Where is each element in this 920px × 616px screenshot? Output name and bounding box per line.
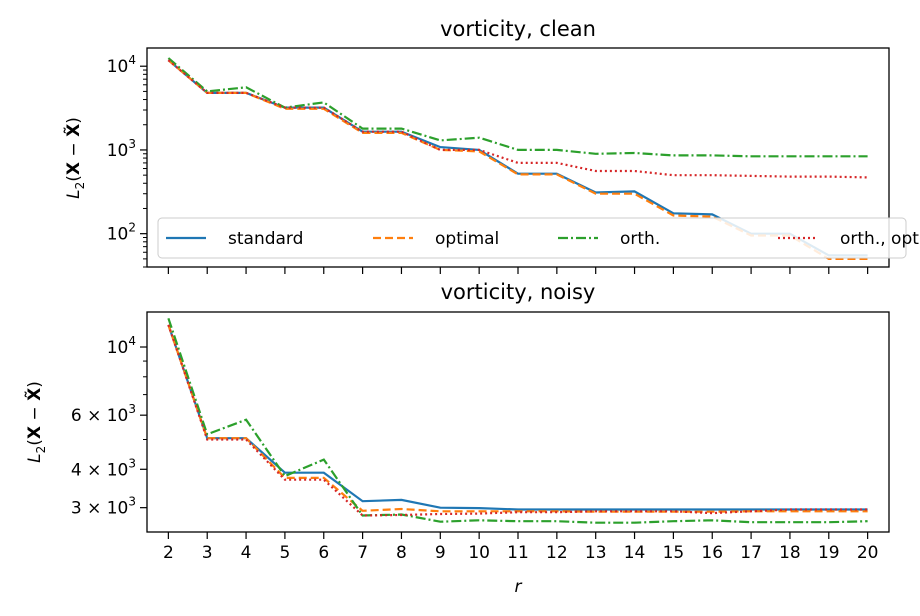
x-tick-label: 5 xyxy=(279,543,290,563)
axes-frame xyxy=(146,47,890,268)
y-tick-label: 6 × 103 xyxy=(71,402,136,426)
legend-box xyxy=(157,217,907,259)
x-tick-label: 13 xyxy=(585,543,607,563)
axes-frame xyxy=(146,311,890,533)
chart-title: vorticity, noisy xyxy=(441,280,596,304)
y-axis-ticks: 102 103 104 xyxy=(107,53,147,268)
x-tick-label: 8 xyxy=(396,543,407,563)
y-tick-label: 4 × 103 xyxy=(71,456,136,480)
x-tick-label: 7 xyxy=(357,543,368,563)
series-line-standard xyxy=(167,324,868,511)
x-axis-ticks: 2 3 4 5 6 7 8 9 10 11 12 13 14 15 16 17 18 19 20 xyxy=(163,532,879,563)
chart-title: vorticity, clean xyxy=(440,17,596,41)
x-tick-label: 6 xyxy=(318,543,329,563)
x-tick-label: 4 xyxy=(241,543,252,563)
y-axis-ticks: 3 × 103 4 × 103 6 × 103 104 xyxy=(71,334,147,519)
x-tick-label: 19 xyxy=(818,543,840,563)
y-tick-label: 103 xyxy=(107,137,136,161)
x-tick-label: 10 xyxy=(468,543,490,563)
series-lines xyxy=(167,317,868,524)
series-line-orth-opt xyxy=(167,59,868,179)
legend-label: orth., opt. xyxy=(840,229,920,249)
y-tick-label: 3 × 103 xyxy=(71,495,136,519)
x-tick-label: 9 xyxy=(435,543,446,563)
series-line-optimal xyxy=(167,324,868,513)
legend-label: orth. xyxy=(620,229,660,249)
series-line-orth xyxy=(167,57,868,158)
x-tick-label: 18 xyxy=(779,543,801,563)
x-axis-ticks xyxy=(167,267,869,274)
x-tick-label: 16 xyxy=(701,543,723,563)
x-tick-label: 17 xyxy=(740,543,762,563)
x-tick-label: 15 xyxy=(663,543,685,563)
legend-label: optimal xyxy=(435,229,499,249)
series-line-orth xyxy=(167,317,868,524)
x-tick-label: 3 xyxy=(202,543,213,563)
y-axis-label: L2(X − X̃) xyxy=(24,381,48,463)
x-tick-label: 14 xyxy=(624,543,646,563)
x-tick-label: 12 xyxy=(546,543,568,563)
x-tick-label: 11 xyxy=(507,543,529,563)
x-axis-label: r xyxy=(515,577,523,597)
legend: standard optimal orth. orth., opt. xyxy=(157,217,920,259)
y-tick-label: 102 xyxy=(107,221,136,245)
chart-panel-clean: vorticity, clean L2(X − X̃) 102 103 104 st… xyxy=(63,17,920,274)
legend-label: standard xyxy=(228,229,303,249)
y-tick-label: 104 xyxy=(107,53,136,77)
x-tick-label: 20 xyxy=(857,543,879,563)
series-line-orth-opt xyxy=(167,324,868,517)
x-tick-label: 2 xyxy=(163,543,174,563)
chart-panel-noisy: vorticity, noisy L2(X − X̃) 3 × 103 4 × 1… xyxy=(24,280,890,597)
y-tick-label: 104 xyxy=(107,334,136,358)
y-axis-label: L2(X − X̃) xyxy=(63,117,87,199)
